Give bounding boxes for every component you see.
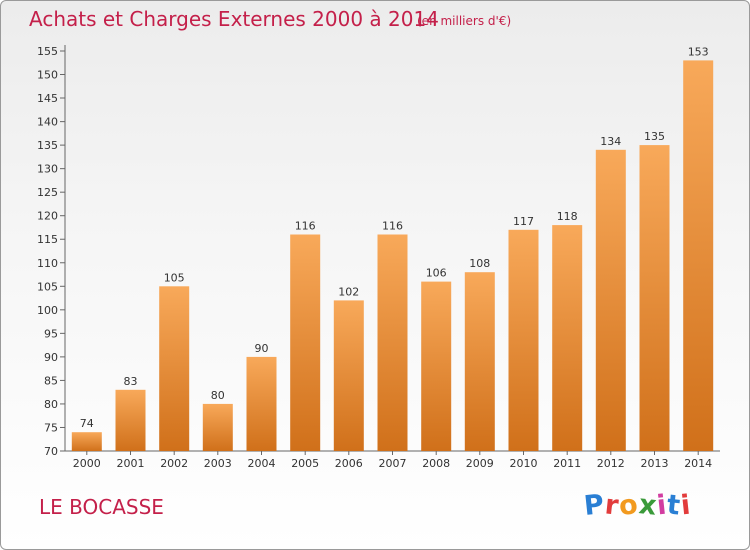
bar-2006 [333, 300, 364, 451]
y-tick-label: 140 [37, 116, 58, 129]
x-tick-label-2012: 2012 [597, 457, 625, 470]
x-tick-label-2014: 2014 [684, 457, 712, 470]
bar-2008 [421, 281, 452, 451]
y-tick-label: 115 [37, 233, 58, 246]
value-label-2005: 116 [295, 220, 316, 233]
value-label-2002: 105 [164, 271, 185, 284]
bar-2012 [595, 149, 626, 452]
y-tick-label: 150 [37, 69, 58, 82]
value-label-2004: 90 [255, 342, 269, 355]
value-label-2014: 153 [688, 45, 709, 58]
y-tick-label: 130 [37, 163, 58, 176]
bar-2010 [508, 229, 539, 451]
proxiti-logo[interactable]: Proxiti [582, 489, 694, 522]
bar-2002 [159, 286, 190, 451]
y-tick-label: 135 [37, 139, 58, 152]
y-tick-label: 105 [37, 280, 58, 293]
value-label-2008: 106 [426, 267, 447, 280]
bar-2001 [115, 389, 146, 451]
logo-letter: i [679, 489, 694, 522]
y-tick-label: 125 [37, 186, 58, 199]
bar-2000 [71, 432, 102, 451]
value-label-2013: 135 [644, 130, 665, 143]
x-tick-label-2013: 2013 [641, 457, 669, 470]
value-label-2000: 74 [80, 417, 94, 430]
x-tick-label-2007: 2007 [379, 457, 407, 470]
bar-2011 [552, 225, 583, 451]
bar-2005 [290, 234, 321, 451]
x-tick-label-2005: 2005 [291, 457, 319, 470]
y-tick-label: 110 [37, 257, 58, 270]
value-label-2006: 102 [338, 285, 359, 298]
y-tick-label: 70 [44, 445, 58, 458]
y-tick-label: 100 [37, 304, 58, 317]
x-tick-label-2010: 2010 [510, 457, 538, 470]
y-tick-label: 90 [44, 351, 58, 364]
value-label-2012: 134 [600, 135, 621, 148]
y-tick-label: 155 [37, 45, 58, 58]
x-tick-label-2011: 2011 [553, 457, 581, 470]
y-tick-label: 145 [37, 92, 58, 105]
x-tick-label-2009: 2009 [466, 457, 494, 470]
y-tick-label: 75 [44, 421, 58, 434]
value-label-2011: 118 [557, 210, 578, 223]
bar-2007 [377, 234, 408, 451]
x-tick-label-2004: 2004 [248, 457, 276, 470]
value-label-2001: 83 [124, 375, 138, 388]
value-label-2007: 116 [382, 220, 403, 233]
bar-2003 [202, 403, 233, 451]
x-tick-label-2002: 2002 [160, 457, 188, 470]
x-tick-label-2001: 2001 [117, 457, 145, 470]
bar-2009 [464, 272, 495, 451]
x-tick-label-2006: 2006 [335, 457, 363, 470]
bar-2014 [683, 60, 714, 452]
value-label-2010: 117 [513, 215, 534, 228]
bar-2013 [639, 145, 670, 451]
commune-name: LE BOCASSE [39, 495, 164, 519]
x-tick-label-2000: 2000 [73, 457, 101, 470]
x-tick-label-2003: 2003 [204, 457, 232, 470]
bar-2004 [246, 356, 277, 451]
x-tick-label-2008: 2008 [422, 457, 450, 470]
chart-title: Achats et Charges Externes 2000 à 2014 [29, 7, 439, 31]
y-tick-label: 120 [37, 210, 58, 223]
y-tick-label: 85 [44, 374, 58, 387]
chart-subtitle: (en milliers d'€) [417, 14, 512, 28]
y-tick-label: 80 [44, 398, 58, 411]
value-label-2003: 80 [211, 389, 225, 402]
value-label-2009: 108 [469, 257, 490, 270]
y-tick-label: 95 [44, 327, 58, 340]
